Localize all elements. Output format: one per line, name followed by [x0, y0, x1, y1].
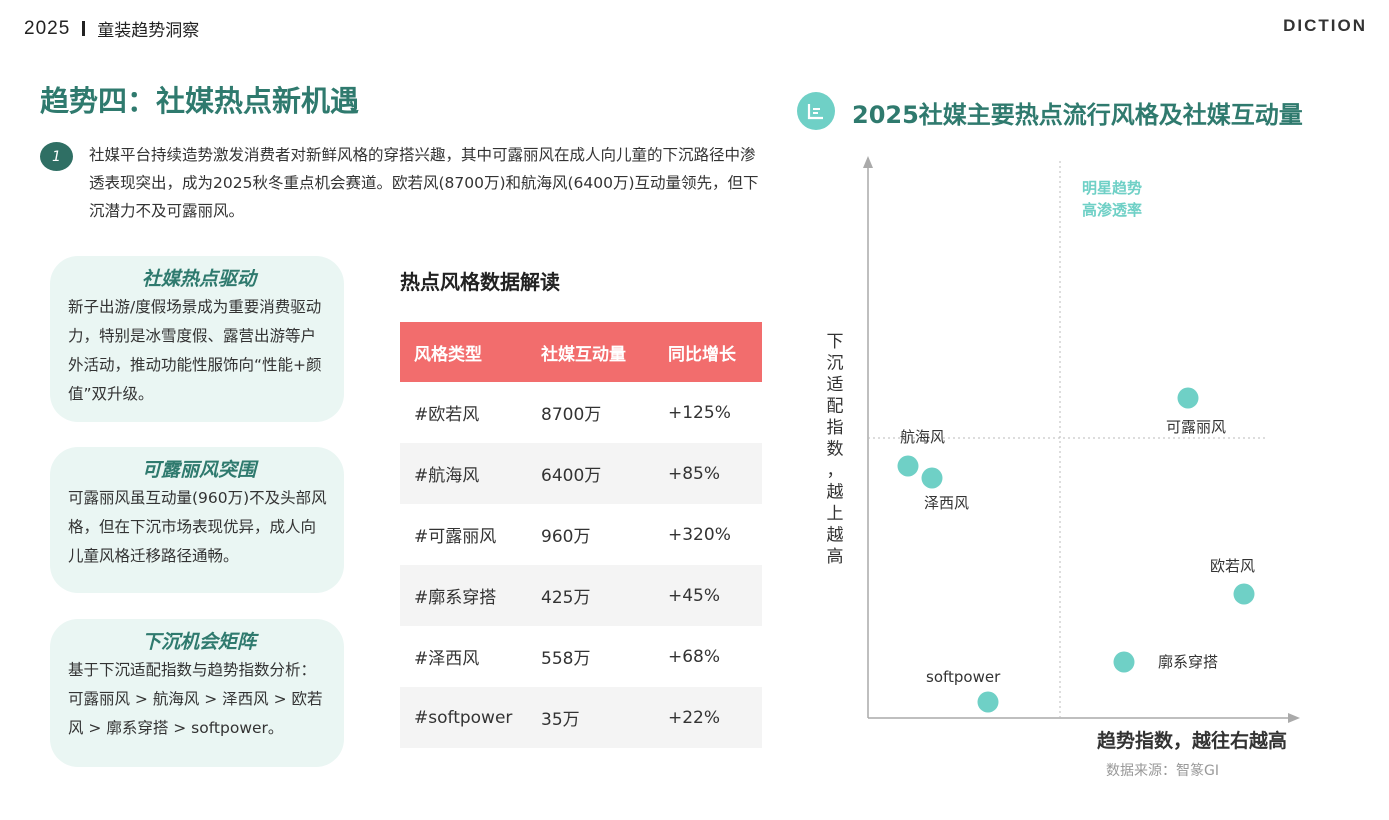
table-row: #可露丽风 960万 +320%	[400, 504, 762, 565]
y-axis-label-char: 数	[827, 440, 844, 460]
cell-style: #泽西风	[414, 649, 480, 669]
col-header-engagement: 社媒互动量	[527, 322, 654, 382]
cell-engagement: 8700万	[541, 405, 602, 425]
data-point	[921, 467, 943, 489]
table-title: 热点风格数据解读	[400, 270, 560, 294]
data-point	[1233, 583, 1255, 605]
quadrant-label: 高渗透率	[1082, 201, 1142, 219]
cell-style: #softpower	[400, 687, 527, 748]
header-year: 2025	[24, 17, 71, 39]
data-point	[1113, 651, 1135, 673]
card-canele-breakout: 可露丽风突围 可露丽风虽互动量(960万)不及头部风格，但在下沉市场表现优异，成…	[50, 447, 344, 593]
card-opportunity-matrix: 下沉机会矩阵 基于下沉适配指数与趋势指数分析：可露丽风 > 航海风 > 泽西风 …	[50, 619, 344, 767]
point-label: 廓系穿搭	[1158, 653, 1218, 671]
point-label: 可露丽风	[1166, 418, 1226, 436]
y-axis-label-char: 下	[827, 332, 844, 352]
y-axis-label-char: 上	[827, 504, 844, 524]
data-point	[1177, 387, 1199, 409]
header-left: 2025 童装趋势洞察	[24, 16, 200, 42]
brand-logo: DICTION	[1283, 16, 1367, 35]
y-axis-label-char: ，	[827, 461, 844, 481]
table-row: #softpower 35万 +22%	[400, 687, 762, 748]
y-axis-label-char: 沉	[827, 354, 844, 374]
y-axis-label-char: 适	[827, 375, 844, 395]
card-text: 基于下沉适配指数与趋势指数分析：可露丽风 > 航海风 > 泽西风 > 欧若风 >…	[68, 661, 323, 737]
cell-engagement: 35万	[527, 687, 654, 748]
cell-style: #航海风	[400, 443, 527, 504]
data-source: 数据来源：智篆GI	[1106, 763, 1219, 779]
table-row: #欧若风 8700万 +125%	[400, 382, 762, 443]
col-header-style: 风格类型	[400, 322, 527, 382]
cell-growth: +68%	[668, 646, 721, 667]
cell-growth: +45%	[654, 565, 762, 626]
card-text: 可露丽风虽互动量(960万)不及头部风格，但在下沉市场表现优异，成人向儿童风格迁…	[68, 489, 327, 565]
cell-style: #欧若风	[414, 405, 480, 425]
y-axis-label-char: 越	[827, 526, 844, 546]
card-title: 社媒热点驱动	[141, 268, 256, 290]
header-subtitle: 童装趋势洞察	[97, 21, 200, 41]
card-text: 新子出游/度假场景成为重要消费驱动力，特别是冰雪度假、露营出游等户外活动，推动功…	[68, 298, 322, 403]
header-divider	[82, 21, 86, 36]
table-header-row: 风格类型 社媒互动量 同比增长	[400, 322, 762, 382]
col-header-growth: 同比增长	[654, 322, 762, 382]
cell-growth: +22%	[654, 687, 762, 748]
table-row: #泽西风 558万 +68%	[400, 626, 762, 687]
point-label: 欧若风	[1210, 557, 1255, 575]
style-data-table: 风格类型 社媒互动量 同比增长 #欧若风 8700万 +125% #航海风 64…	[400, 322, 762, 748]
y-axis-arrow	[863, 156, 873, 168]
intro-paragraph: 社媒平台持续造势激发消费者对新鲜风格的穿搭兴趣，其中可露丽风在成人向儿童的下沉路…	[89, 146, 759, 220]
cell-growth: +85%	[654, 443, 762, 504]
page-title: 趋势四：社媒热点新机遇	[40, 84, 360, 118]
table-row: #航海风 6400万 +85%	[400, 443, 762, 504]
data-point	[977, 691, 999, 713]
cell-engagement: 558万	[541, 649, 591, 669]
y-axis-label-char: 配	[827, 397, 844, 417]
data-point	[897, 455, 919, 477]
x-axis-arrow	[1288, 713, 1300, 723]
chart-title: 2025社媒主要热点流行风格及社媒互动量	[852, 101, 1303, 129]
cell-growth: +125%	[668, 402, 731, 423]
cell-engagement: 6400万	[527, 443, 654, 504]
point-label: softpower	[926, 668, 1001, 686]
card-title: 可露丽风突围	[141, 459, 256, 481]
card-social-driver: 社媒热点驱动 新子出游/度假场景成为重要消费驱动力，特别是冰雪度假、露营出游等户…	[50, 256, 344, 422]
y-axis-label-char: 高	[827, 547, 844, 567]
point-label: 泽西风	[924, 494, 969, 512]
cell-style: #廓系穿搭	[400, 565, 527, 626]
table-row: #廓系穿搭 425万 +45%	[400, 565, 762, 626]
point-number-badge: 1	[40, 142, 73, 171]
y-axis-label-char: 指	[827, 418, 844, 438]
cell-engagement: 960万	[541, 527, 591, 547]
x-axis-label: 趋势指数，越往右越高	[1097, 729, 1287, 750]
cell-engagement: 425万	[527, 565, 654, 626]
point-label: 航海风	[900, 428, 945, 446]
y-axis-label-char: 越	[827, 483, 844, 503]
chart-icon	[797, 92, 835, 130]
cell-style: #可露丽风	[414, 527, 497, 547]
cell-growth: +320%	[668, 524, 731, 545]
card-title: 下沉机会矩阵	[141, 631, 256, 653]
quadrant-label: 明星趋势	[1082, 179, 1142, 197]
